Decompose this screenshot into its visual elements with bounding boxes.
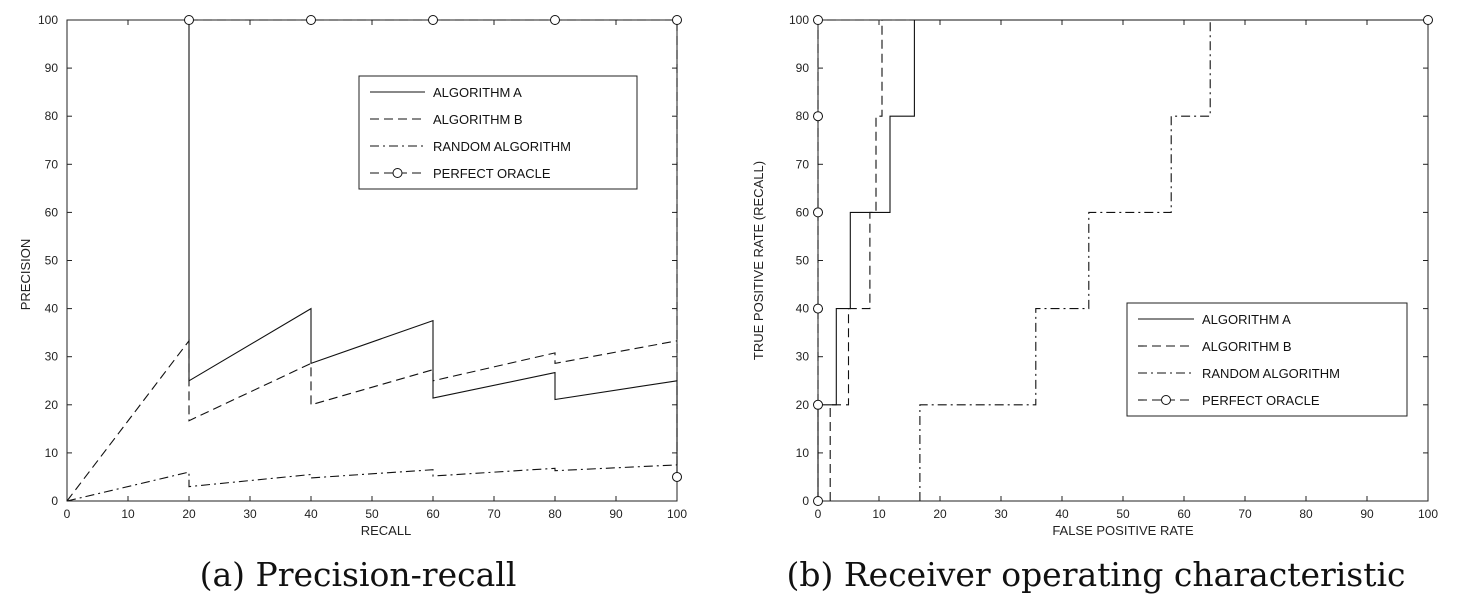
data-point-marker — [550, 15, 560, 25]
x-tick-label: 90 — [1360, 507, 1374, 521]
legend-marker — [392, 168, 403, 178]
legend-label: ALGORITHM B — [433, 112, 523, 127]
series-line-algorithm-a — [188, 20, 678, 477]
y-tick-label: 10 — [796, 446, 810, 460]
series-line-random-algorithm — [66, 464, 678, 502]
x-tick-label: 0 — [64, 507, 71, 521]
figure-caption: (b) Receiver operating characteristic — [786, 555, 1405, 594]
data-point-marker — [813, 15, 823, 25]
series-line-algorithm-b — [829, 19, 1428, 501]
data-point-marker — [428, 15, 438, 25]
x-tick-label: 70 — [1238, 507, 1252, 521]
x-tick-label: 20 — [933, 507, 947, 521]
x-tick-label: 80 — [1299, 507, 1313, 521]
data-point-marker — [184, 15, 194, 25]
series-line-random-algorithm — [919, 19, 1428, 501]
series-line-perfect-oracle — [189, 19, 678, 477]
data-point-marker — [813, 111, 823, 122]
legend-box — [1126, 302, 1408, 417]
x-tick-label: 40 — [304, 507, 318, 521]
y-tick-label: 80 — [45, 109, 59, 123]
legend-label: ALGORITHM B — [1202, 339, 1292, 354]
figure-caption: (a) Precision-recall — [200, 555, 517, 594]
legend-label: PERFECT ORACLE — [433, 166, 551, 181]
y-axis-label: TRUE POSITIVE RATE (RECALL) — [751, 161, 766, 360]
x-tick-label: 100 — [1418, 507, 1438, 521]
y-tick-label: 10 — [45, 446, 59, 460]
y-axis-label: PRECISION — [18, 239, 33, 311]
data-point-marker — [813, 496, 823, 506]
data-point-marker — [672, 15, 682, 25]
data-point-marker — [813, 207, 823, 218]
y-tick-label: 60 — [796, 205, 810, 219]
legend-box — [358, 75, 638, 190]
x-tick-label: 60 — [1177, 507, 1191, 521]
x-tick-label: 20 — [182, 507, 196, 521]
y-tick-label: 40 — [45, 302, 59, 316]
y-tick-label: 100 — [38, 13, 58, 27]
series-line-algorithm-a — [817, 19, 1428, 501]
legend-label: PERFECT ORACLE — [1202, 393, 1320, 408]
y-tick-label: 80 — [796, 109, 810, 123]
x-tick-label: 50 — [365, 507, 379, 521]
y-tick-label: 50 — [45, 254, 59, 268]
chart-roc: 0 10 20 30 40 50 60 70 80 90 100 0 10 20 30 40 50 60 70 80 9… — [751, 13, 1438, 594]
y-tick-label: 0 — [802, 494, 809, 508]
x-tick-label: 60 — [426, 507, 440, 521]
y-tick-label: 90 — [796, 61, 810, 75]
plot-frame — [817, 19, 1429, 502]
x-tick-label: 70 — [487, 507, 501, 521]
x-axis-label: RECALL — [361, 523, 412, 538]
x-tick-label: 50 — [1116, 507, 1130, 521]
data-point-marker — [1423, 15, 1433, 25]
x-tick-label: 40 — [1055, 507, 1069, 521]
x-tick-label: 80 — [548, 507, 562, 521]
x-tick-label: 10 — [121, 507, 135, 521]
x-axis-label: FALSE POSITIVE RATE — [1052, 523, 1194, 538]
series-line-perfect-oracle — [817, 19, 1428, 501]
y-tick-label: 90 — [45, 61, 59, 75]
y-tick-label: 70 — [796, 157, 810, 171]
legend: ALGORITHM A ALGORITHM B RANDOM ALGORITHM PE… — [1126, 302, 1408, 417]
series-line-algorithm-b — [66, 339, 678, 502]
y-tick-label: 0 — [51, 494, 58, 508]
x-tick-label: 30 — [243, 507, 257, 521]
y-tick-label: 20 — [45, 398, 59, 412]
y-tick-label: 70 — [45, 157, 59, 171]
data-point-marker — [813, 303, 823, 314]
x-tick-label: 10 — [872, 507, 886, 521]
x-tick-label: 100 — [667, 507, 687, 521]
y-tick-label: 40 — [796, 302, 810, 316]
legend-label: RANDOM ALGORITHM — [433, 139, 571, 154]
y-tick-label: 60 — [45, 205, 59, 219]
y-tick-label: 50 — [796, 254, 810, 268]
x-tick-label: 90 — [609, 507, 623, 521]
legend-marker — [1161, 395, 1171, 405]
y-tick-label: 30 — [45, 350, 59, 364]
chart-precision-recall: 0 10 20 30 40 50 60 70 80 90 100 0 10 20 30 40 50 60 70 80 9… — [18, 13, 687, 594]
legend-label: RANDOM ALGORITHM — [1202, 366, 1340, 381]
data-point-marker — [813, 399, 823, 410]
y-tick-label: 20 — [796, 398, 810, 412]
legend-label: ALGORITHM A — [1202, 312, 1291, 327]
y-tick-label: 30 — [796, 350, 810, 364]
x-tick-label: 30 — [994, 507, 1008, 521]
legend: ALGORITHM A ALGORITHM B RANDOM ALGORITHM PE… — [358, 75, 638, 190]
legend-label: ALGORITHM A — [433, 85, 522, 100]
data-point-marker — [672, 471, 682, 482]
x-tick-label: 0 — [815, 507, 822, 521]
data-point-marker — [306, 15, 316, 25]
y-tick-label: 100 — [789, 13, 809, 27]
